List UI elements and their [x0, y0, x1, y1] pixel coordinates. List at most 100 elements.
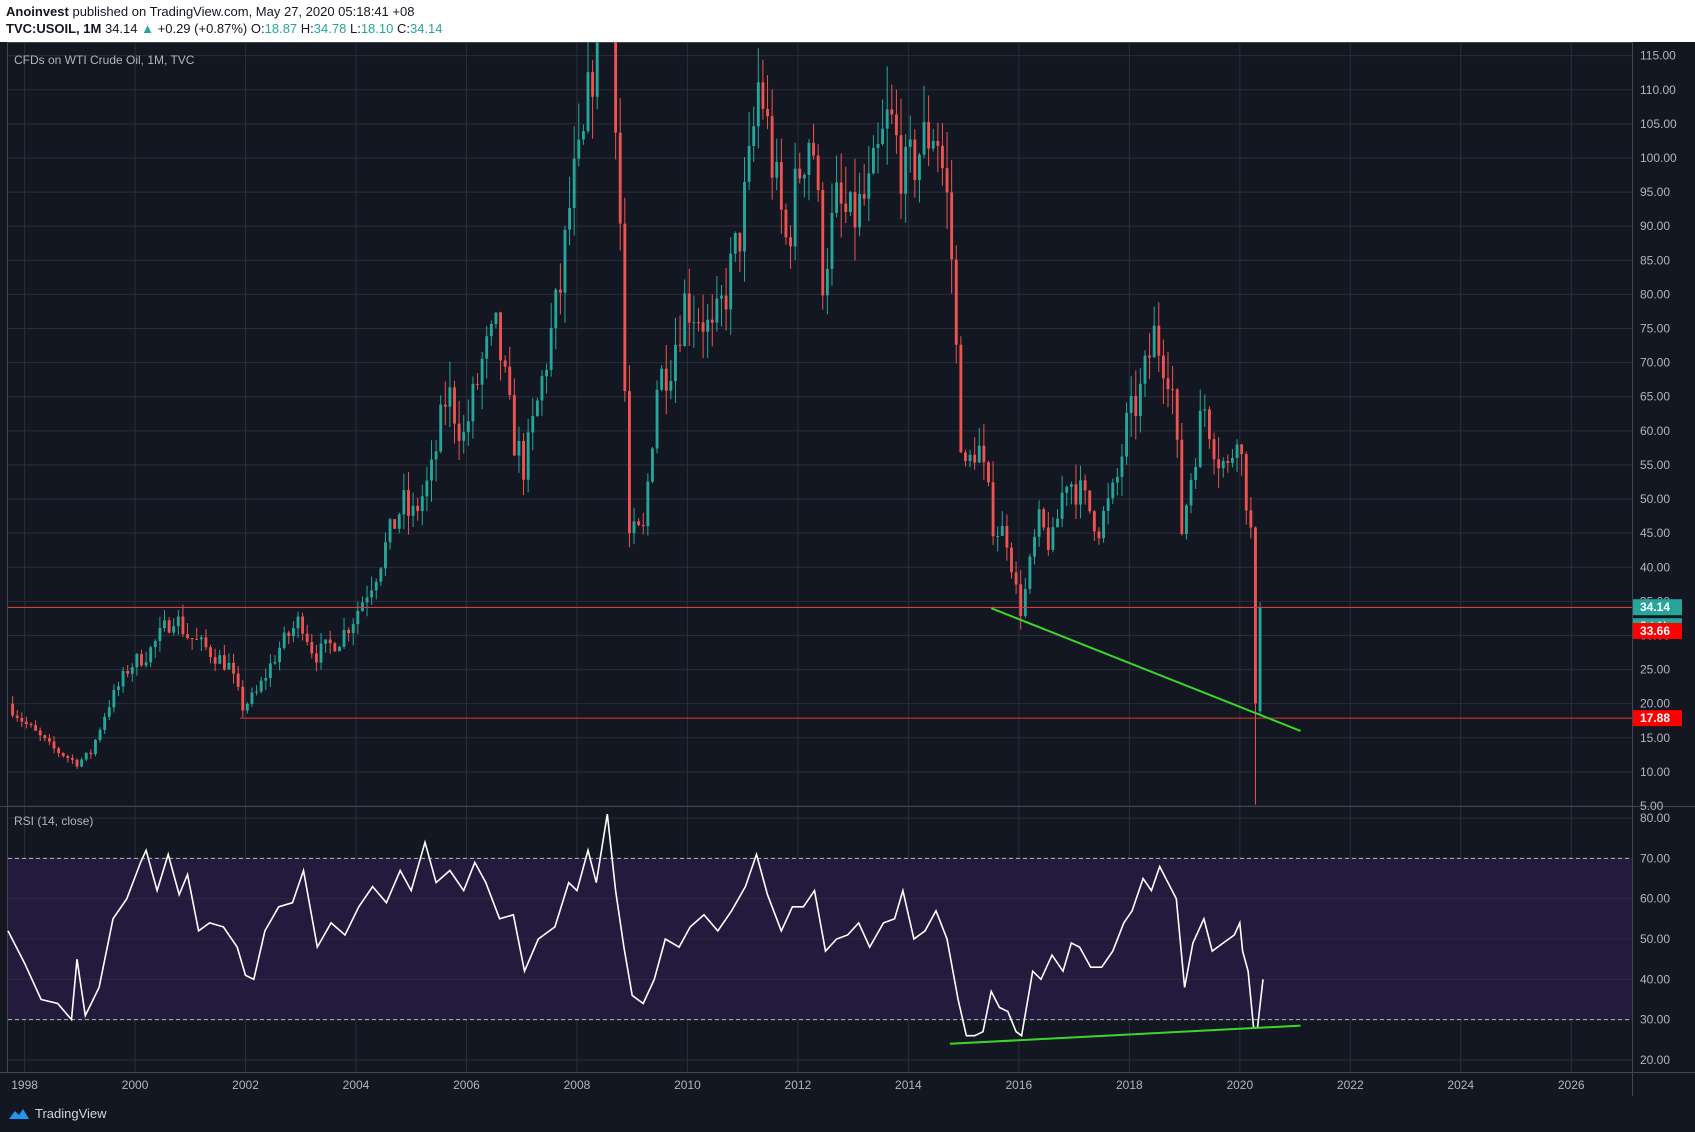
rsi-tick-label: 40.00: [1640, 972, 1670, 986]
candle: [526, 432, 530, 480]
candle: [779, 161, 783, 210]
rsi-tick-label: 50.00: [1640, 932, 1670, 946]
candle: [664, 368, 668, 391]
candle: [296, 616, 300, 629]
candle: [1111, 482, 1115, 499]
candle: [374, 581, 378, 591]
candle: [618, 132, 622, 224]
candle: [499, 312, 502, 361]
candle: [476, 383, 479, 385]
candle: [338, 646, 341, 652]
candle: [268, 663, 272, 679]
candle: [655, 389, 659, 449]
candle: [697, 322, 700, 324]
time-tick-label: 2018: [1116, 1078, 1143, 1092]
candle: [1125, 412, 1128, 457]
candle: [195, 638, 199, 640]
candle: [1198, 410, 1202, 468]
tradingview-logo[interactable]: TradingView: [8, 1106, 107, 1121]
candle: [388, 519, 392, 543]
candle: [614, 42, 618, 133]
candle: [738, 232, 742, 252]
candle: [964, 452, 967, 462]
candle: [356, 610, 360, 625]
candle: [987, 462, 990, 483]
candle: [328, 639, 332, 644]
time-tick-label: 2024: [1447, 1078, 1474, 1092]
candle: [443, 404, 447, 407]
candle: [931, 140, 935, 149]
candle: [1249, 510, 1253, 528]
price-tick-label: 75.00: [1640, 322, 1670, 336]
time-tick-label: 2022: [1337, 1078, 1364, 1092]
candle: [255, 691, 258, 693]
candle: [535, 400, 539, 416]
price-tick-label: 15.00: [1640, 731, 1670, 745]
candle: [250, 692, 254, 704]
candle: [402, 490, 406, 515]
candle: [158, 627, 162, 641]
symbol-label[interactable]: TVC:USOIL, 1M: [6, 21, 102, 36]
last-price: 34.14: [104, 21, 138, 36]
candle: [434, 451, 438, 460]
candle: [89, 752, 93, 755]
candle: [651, 448, 654, 482]
candle: [848, 192, 852, 213]
candle: [1157, 325, 1161, 356]
level-badge-bg: [1633, 710, 1682, 727]
price-tick-label: 45.00: [1640, 526, 1670, 540]
candle: [153, 640, 157, 648]
candle: [457, 423, 461, 441]
rsi-axis: 20.00 30.00 40.00 50.00 60.00 70.00 80.00: [1640, 811, 1670, 1067]
time-tick-label: 2020: [1226, 1078, 1253, 1092]
candle: [167, 620, 171, 633]
candle: [1171, 389, 1175, 391]
candle: [628, 391, 631, 534]
candle: [1138, 383, 1142, 417]
candle: [683, 293, 687, 346]
candle: [720, 295, 723, 299]
candle: [1019, 584, 1023, 617]
candle: [1083, 480, 1087, 491]
price-tick-label: 20.00: [1640, 697, 1670, 711]
price-tick-label: 115.00: [1640, 49, 1676, 63]
candle: [287, 632, 291, 637]
candle: [103, 716, 107, 730]
candle: [448, 387, 452, 407]
candle: [98, 729, 102, 740]
candle: [517, 440, 521, 456]
candle: [936, 140, 940, 146]
candle: [291, 628, 295, 637]
candle: [361, 602, 364, 611]
candle: [761, 82, 765, 109]
candle: [1258, 607, 1262, 712]
candle: [190, 638, 194, 640]
candle: [11, 703, 15, 716]
candle: [674, 344, 677, 382]
candle: [577, 139, 581, 159]
candle: [632, 521, 636, 534]
candle: [1069, 484, 1073, 487]
candle: [1226, 460, 1230, 463]
candle: [678, 344, 682, 346]
time-tick-label: 2002: [232, 1078, 259, 1092]
candle: [706, 319, 710, 332]
candle: [1221, 460, 1225, 469]
price-tick-label: 110.00: [1640, 83, 1676, 97]
candle: [862, 194, 866, 199]
candle: [982, 445, 986, 463]
tradingview-logo-icon: [9, 1108, 29, 1119]
candle: [301, 616, 305, 634]
price-tick-label: 10.00: [1640, 765, 1670, 779]
candle: [835, 182, 838, 213]
candle: [471, 383, 475, 422]
candle: [144, 662, 148, 666]
author-name[interactable]: Anoinvest: [6, 4, 69, 19]
candle: [227, 662, 231, 670]
candle: [1212, 439, 1216, 460]
candle: [439, 404, 443, 452]
candles: [11, 42, 1262, 805]
level-badge: 33.66: [1640, 624, 1670, 638]
chart-canvas[interactable]: 5.0010.0015.0020.0025.0030.0035.0040.004…: [0, 42, 1695, 1096]
rsi-tick-label: 80.00: [1640, 811, 1670, 825]
